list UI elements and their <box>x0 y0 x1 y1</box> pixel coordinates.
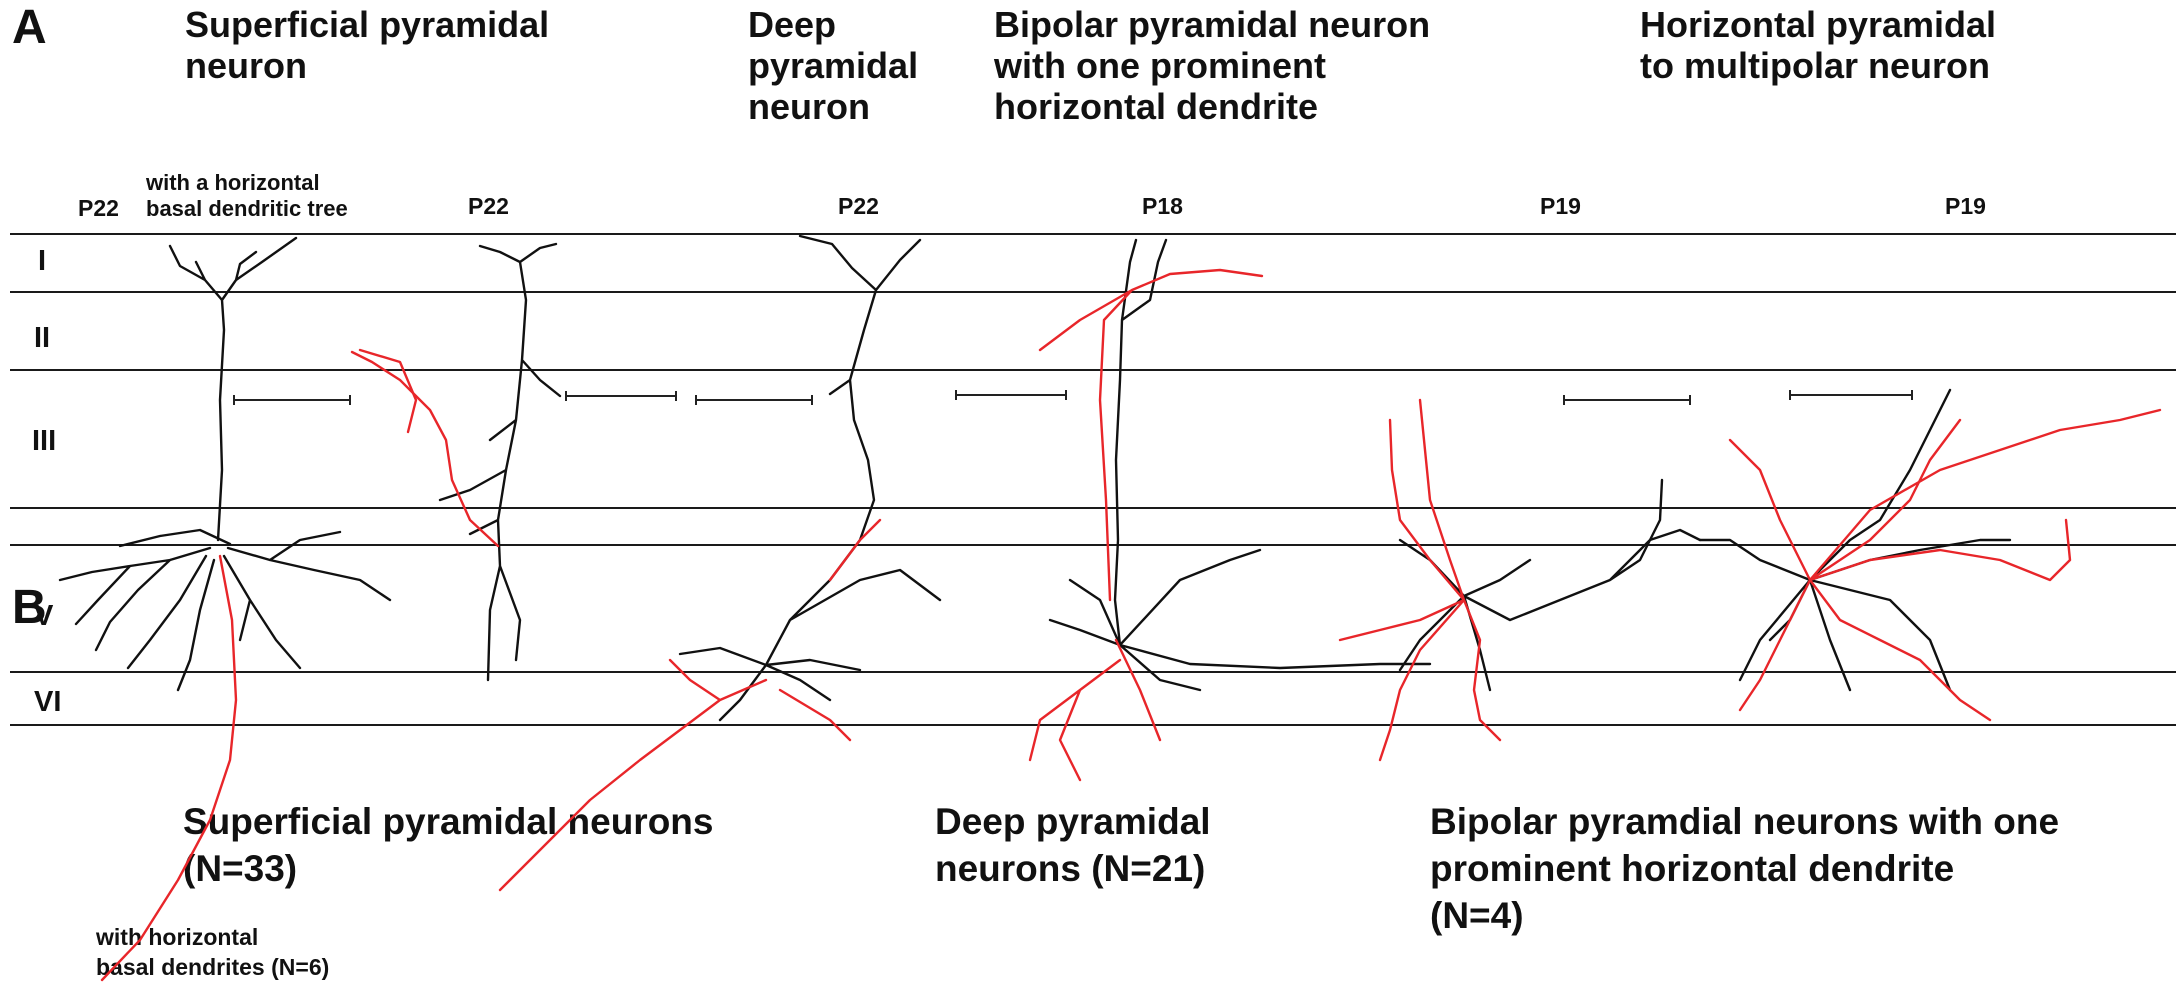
neuron-5-tracing <box>1338 398 1702 762</box>
layer-label-i: I <box>38 245 47 277</box>
scale-bar-icon <box>565 391 677 401</box>
layer-label-ii: II <box>34 322 51 354</box>
heading-deep-pyramidal: Deep pyramidal neuron <box>748 4 919 127</box>
heading-superficial-pyramidal: Superficial pyramidal neuron <box>185 4 550 86</box>
note-horizontal-basal-tree: with a horizontal basal dendritic tree <box>146 170 348 221</box>
scale-bars <box>233 390 1913 405</box>
axon-trace-icon <box>1028 268 1264 782</box>
heading-bipolar-pyramidal: Bipolar pyramidal neuron with one promin… <box>994 4 1431 127</box>
dendrite-trace-icon <box>1698 388 2012 692</box>
axon-trace-icon <box>350 350 500 548</box>
age-label-2: P22 <box>468 193 509 219</box>
layer-boundaries <box>10 233 2176 726</box>
dendrite-trace-icon <box>678 234 942 722</box>
scale-bar-icon <box>1789 390 1913 400</box>
neuron-2-tracing <box>350 242 562 682</box>
neuron-1-tracing <box>58 236 418 982</box>
layer-label-iii: III <box>32 425 57 457</box>
dendrite-trace-icon <box>1048 238 1432 692</box>
age-label-6: P19 <box>1945 193 1986 219</box>
layer-label-vi: VI <box>34 686 62 718</box>
age-label-4: P18 <box>1142 193 1183 219</box>
heading-b-superficial: Superficial pyramidal neurons (N=33) <box>183 801 714 889</box>
dendrite-trace-icon <box>438 242 562 682</box>
axon-trace-icon <box>100 348 418 982</box>
axon-trace-icon <box>498 518 882 892</box>
age-label-1: P22 <box>78 195 119 221</box>
heading-b-bipolar: Bipolar pyramdial neurons with one promi… <box>1430 801 2060 936</box>
scale-bar-icon <box>695 395 813 405</box>
neuron-4-tracing <box>1028 238 1432 782</box>
dendrite-trace-icon <box>168 236 298 542</box>
heading-horizontal-pyramidal: Horizontal pyramidal to multipolar neuro… <box>1640 4 1997 86</box>
panel-label-a: A <box>12 1 47 54</box>
panel-label-b: B <box>12 581 47 634</box>
neuron-3-tracing <box>498 234 942 892</box>
scale-bar-icon <box>1563 395 1691 405</box>
axon-trace-icon <box>1728 408 2162 722</box>
heading-b-deep: Deep pyramidal neurons (N=21) <box>935 801 1211 889</box>
note-b-horizontal-basal: with horizontal basal dendrites (N=6) <box>96 924 330 980</box>
dendrite-trace-icon <box>1398 478 1702 692</box>
neuron-6-tracing <box>1698 388 2162 722</box>
axon-trace-icon <box>1338 398 1502 762</box>
scale-bar-icon <box>233 395 351 405</box>
layer-label-v: V <box>34 600 54 632</box>
age-label-3: P22 <box>838 193 879 219</box>
scale-bar-icon <box>955 390 1067 400</box>
age-label-5: P19 <box>1540 193 1581 219</box>
dendrite-trace-icon <box>58 528 392 692</box>
